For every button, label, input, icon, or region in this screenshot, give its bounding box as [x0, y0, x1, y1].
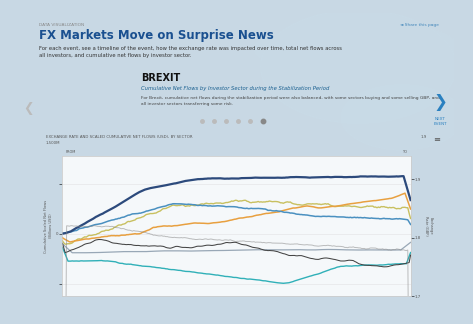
Text: EXCHANGE RATE AND SCALED CUMULATIVE NET FLOWS (USD), BY SECTOR: EXCHANGE RATE AND SCALED CUMULATIVE NET … [46, 135, 193, 139]
Text: 1,500M: 1,500M [46, 141, 61, 145]
Text: 1.9: 1.9 [421, 135, 427, 139]
Ellipse shape [341, 85, 463, 150]
Text: ❮: ❮ [23, 102, 34, 115]
Text: TO: TO [402, 150, 407, 154]
Text: For Brexit, cumulative net flows during the stabilization period were also balan: For Brexit, cumulative net flows during … [141, 97, 440, 106]
Text: ◄ Share this page: ◄ Share this page [400, 23, 439, 28]
Text: For each event, see a timeline of the event, how the exchange rate was impacted : For each event, see a timeline of the ev… [38, 46, 342, 58]
Ellipse shape [380, 28, 458, 70]
Text: BREXIT: BREXIT [141, 73, 180, 83]
Text: Cumulative Net Flows by Investor Sector during the Stabilization Period: Cumulative Net Flows by Investor Sector … [141, 86, 329, 91]
Ellipse shape [284, 85, 363, 120]
Text: NEXT
EVENT: NEXT EVENT [433, 117, 447, 126]
Ellipse shape [261, 10, 456, 123]
Ellipse shape [254, 31, 350, 67]
Y-axis label: Exchange
Rate (GBP): Exchange Rate (GBP) [424, 216, 433, 236]
Text: FX Markets Move on Surprise News: FX Markets Move on Surprise News [38, 29, 273, 42]
Y-axis label: Cumulative Scaled Net Flows
(Billions USD): Cumulative Scaled Net Flows (Billions US… [44, 200, 53, 253]
Text: DATA VISUALIZATION: DATA VISUALIZATION [38, 23, 84, 28]
Text: FROM: FROM [66, 150, 76, 154]
Text: ❯: ❯ [433, 93, 447, 111]
Text: ≡: ≡ [433, 135, 440, 144]
